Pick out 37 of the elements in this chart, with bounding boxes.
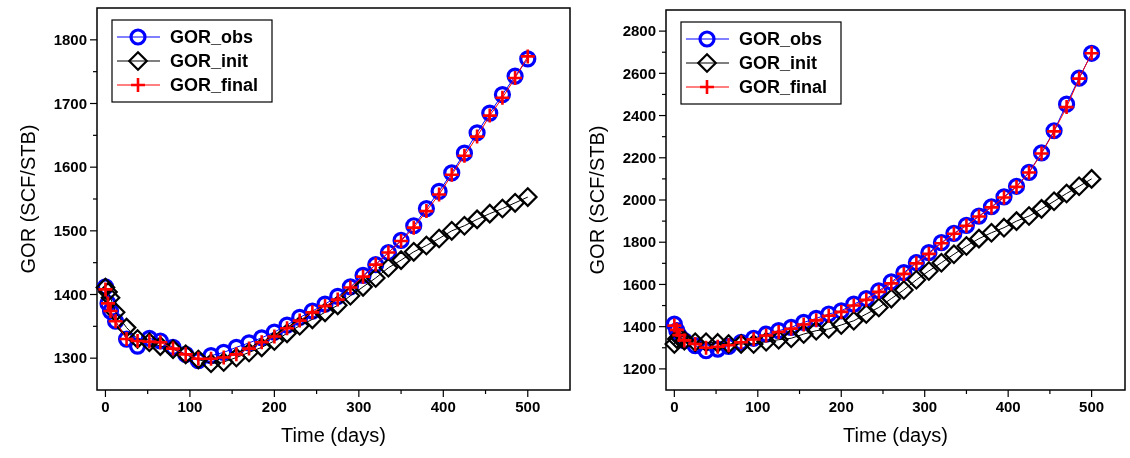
x-tick-label: 300 xyxy=(346,398,372,415)
legend-label: GOR_final xyxy=(170,75,259,96)
x-tick-label: 500 xyxy=(515,398,541,415)
y-tick-label: 1500 xyxy=(53,222,87,240)
legend-label: GOR_obs xyxy=(170,27,254,48)
legend-label: GOR_obs xyxy=(739,29,823,50)
x-tick-label: 200 xyxy=(828,398,854,415)
legend-label: GOR_init xyxy=(170,51,249,72)
x-tick-label: 0 xyxy=(101,398,110,415)
x-tick-label: 300 xyxy=(912,398,938,415)
y-tick-label: 2800 xyxy=(622,22,656,40)
y-tick-label: 1700 xyxy=(53,94,87,112)
y-tick-label: 2400 xyxy=(622,106,656,124)
y-tick-label: 1400 xyxy=(53,285,87,303)
y-tick-label: 1800 xyxy=(53,31,87,49)
x-tick-label: 500 xyxy=(1079,398,1105,415)
x-tick-label: 100 xyxy=(177,398,203,415)
y-tick-label: 1600 xyxy=(53,158,87,176)
x-tick-label: 100 xyxy=(745,398,771,415)
y-tick-label: 2000 xyxy=(622,191,656,209)
y-tick-label: 2600 xyxy=(622,64,656,82)
y-tick-label: 2200 xyxy=(622,149,656,167)
y-tick-label: 1800 xyxy=(622,233,656,251)
y-tick-label: 1300 xyxy=(53,349,87,367)
y-axis-title: GOR (SCF/STB) xyxy=(586,125,608,275)
x-tick-label: 200 xyxy=(261,398,287,415)
x-tick-label: 400 xyxy=(430,398,456,415)
y-tick-label: 1600 xyxy=(622,275,656,293)
legend-label: GOR_init xyxy=(739,53,818,74)
x-tick-label: 400 xyxy=(995,398,1021,415)
legend-label: GOR_final xyxy=(739,77,828,98)
y-tick-label: 1400 xyxy=(622,317,656,335)
x-axis-title: Time (days) xyxy=(843,424,948,446)
x-tick-label: 0 xyxy=(670,398,679,415)
x-axis-title: Time (days) xyxy=(281,424,386,446)
y-tick-label: 1200 xyxy=(622,360,656,378)
y-axis-title: GOR (SCF/STB) xyxy=(17,124,39,274)
